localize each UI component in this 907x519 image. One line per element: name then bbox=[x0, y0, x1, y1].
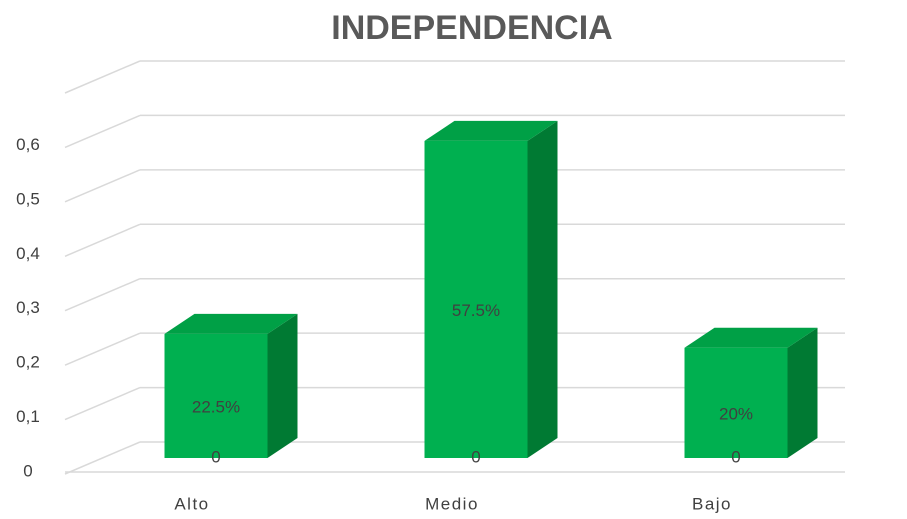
data-label: 57.5% bbox=[452, 301, 500, 320]
x-tick-label: Bajo bbox=[692, 494, 732, 513]
grid-line bbox=[64, 114, 141, 149]
data-label: 20% bbox=[719, 404, 753, 423]
x-tick-label: Alto bbox=[174, 494, 209, 513]
grid-line bbox=[64, 441, 141, 475]
bar bbox=[684, 347, 788, 458]
y-tick-label: 0,2 bbox=[16, 353, 40, 372]
grid-line bbox=[64, 169, 141, 203]
bar-side bbox=[527, 120, 558, 458]
bar bbox=[424, 140, 528, 458]
grid-line bbox=[64, 60, 141, 94]
bar-top bbox=[684, 327, 818, 348]
bar bbox=[164, 333, 268, 458]
y-tick-label: 0,5 bbox=[16, 189, 40, 208]
bar-side bbox=[267, 313, 298, 458]
y-tick-label: 0,6 bbox=[16, 135, 40, 154]
y-tick-label: 0,1 bbox=[16, 407, 40, 426]
data-label: 22.5% bbox=[192, 397, 240, 416]
grid-line bbox=[64, 386, 141, 421]
grid-line bbox=[64, 332, 141, 366]
bar-side bbox=[787, 327, 818, 458]
data-label: 0 bbox=[211, 447, 220, 466]
x-tick-label: Medio bbox=[425, 494, 479, 513]
bar-top bbox=[424, 120, 558, 141]
data-label: 0 bbox=[731, 447, 740, 466]
bar-top bbox=[164, 313, 298, 334]
grid-line bbox=[64, 223, 141, 257]
data-label: 0 bbox=[471, 447, 480, 466]
y-tick-label: 0,3 bbox=[16, 298, 40, 317]
y-tick-label: 0,4 bbox=[16, 244, 40, 263]
grid-line bbox=[64, 278, 141, 312]
chart-title: INDEPENDENCIA bbox=[331, 9, 612, 47]
y-tick-label: 0 bbox=[23, 461, 32, 480]
